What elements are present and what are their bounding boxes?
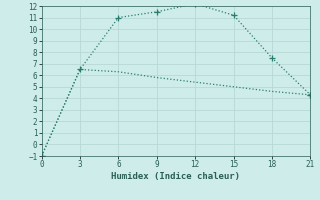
X-axis label: Humidex (Indice chaleur): Humidex (Indice chaleur)	[111, 172, 241, 181]
